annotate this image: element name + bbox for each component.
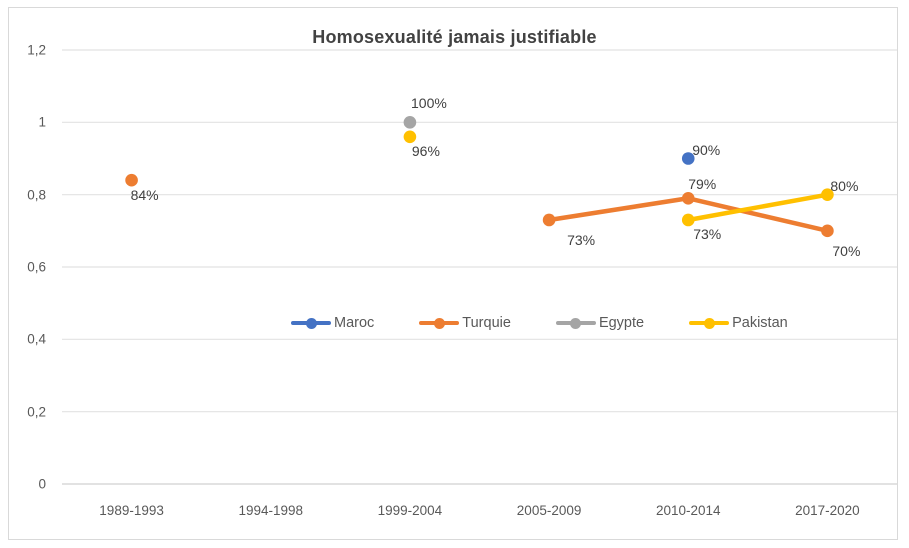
legend-line-marker-icon xyxy=(689,317,730,330)
chart-title: Homosexualité jamais justifiable xyxy=(312,27,597,47)
legend: Maroc Turquie Egypte Pakistan xyxy=(291,312,788,334)
y-tick-label: 0,4 xyxy=(27,331,46,347)
data-point-pakistan xyxy=(681,213,695,227)
x-tick-label: 1989-1993 xyxy=(99,503,164,518)
legend-item-maroc[interactable]: Maroc xyxy=(291,315,374,331)
x-tick-label: 2010-2014 xyxy=(655,503,721,518)
y-tick-label: 1,2 xyxy=(27,42,46,58)
data-point-maroc xyxy=(681,152,695,165)
data-point-turquie xyxy=(681,191,695,205)
data-label-egypte: 100% xyxy=(411,95,447,112)
y-tick-label: 0 xyxy=(38,476,46,492)
chart-frame xyxy=(8,7,898,540)
legend-label: Pakistan xyxy=(732,315,788,331)
legend-item-egypte[interactable]: Egypte xyxy=(555,315,645,331)
y-tick-label: 0,8 xyxy=(27,187,46,203)
data-label-turquie: 84% xyxy=(130,187,159,204)
legend-label: Egypte xyxy=(598,315,645,331)
data-point-pakistan xyxy=(821,188,834,201)
x-tick-label: 1999-2004 xyxy=(377,503,443,518)
data-point-pakistan xyxy=(403,130,417,144)
data-label-pakistan: 73% xyxy=(693,225,722,242)
legend-line-marker-icon xyxy=(291,317,331,330)
x-tick-label: 2005-2009 xyxy=(516,503,582,518)
legend-line-marker-icon xyxy=(555,317,596,330)
data-label-turquie: 79% xyxy=(688,176,717,193)
y-tick-label: 1 xyxy=(38,114,46,130)
data-point-turquie xyxy=(821,224,834,238)
data-label-turquie: 73% xyxy=(567,231,596,248)
x-tick-label: 2017-2020 xyxy=(795,503,860,518)
legend-item-pakistan[interactable]: Pakistan xyxy=(689,315,788,331)
y-tick-label: 0,6 xyxy=(27,259,46,275)
y-tick-label: 0,2 xyxy=(27,404,46,420)
data-label-pakistan: 80% xyxy=(830,177,859,194)
data-point-turquie xyxy=(542,213,556,227)
data-label-pakistan: 96% xyxy=(411,142,440,159)
x-tick-label: 1994-1998 xyxy=(238,503,304,518)
legend-label: Maroc xyxy=(334,315,375,331)
legend-line-marker-icon xyxy=(419,317,460,330)
data-label-turquie: 70% xyxy=(832,242,861,259)
legend-label: Turquie xyxy=(462,315,511,331)
data-label-maroc: 90% xyxy=(692,141,721,158)
legend-item-turquie[interactable]: Turquie xyxy=(419,315,511,331)
series-line-pakistan xyxy=(686,192,830,223)
data-point-egypte xyxy=(403,116,417,129)
data-point-turquie xyxy=(125,173,138,187)
